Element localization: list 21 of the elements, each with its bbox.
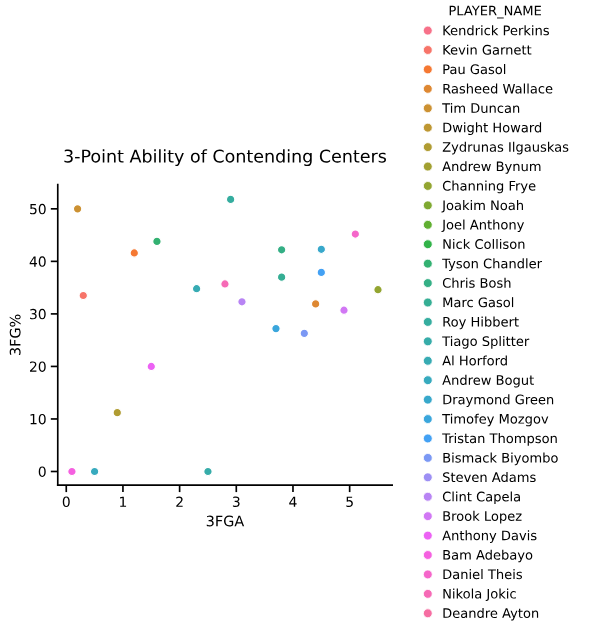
point [373, 285, 383, 295]
point [191, 283, 202, 294]
point [129, 248, 139, 258]
point [225, 194, 236, 205]
point [220, 279, 230, 289]
point [316, 267, 327, 278]
point [350, 229, 361, 239]
point [339, 305, 349, 315]
point [72, 204, 83, 214]
point [112, 407, 122, 418]
point [237, 297, 247, 307]
point [276, 245, 287, 255]
point [299, 328, 310, 339]
point [310, 299, 321, 309]
point [89, 466, 100, 477]
point [146, 361, 157, 372]
point [152, 236, 162, 247]
point [316, 244, 327, 255]
chart-title: 3-Point Ability of Contending Centers [64, 149, 387, 167]
point [271, 323, 281, 334]
point [276, 272, 287, 282]
